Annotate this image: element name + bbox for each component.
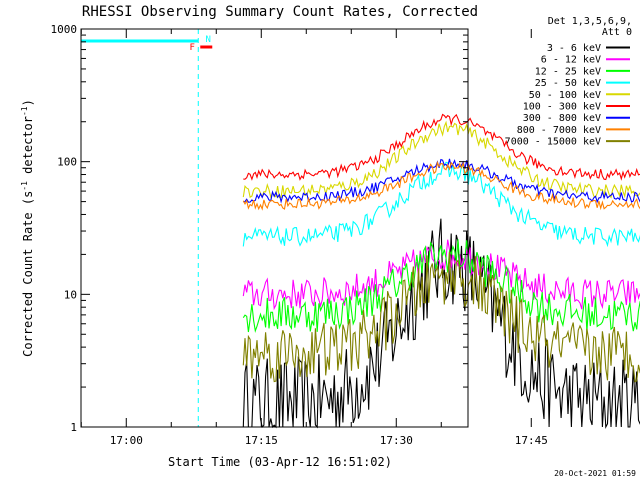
series-line [242,239,640,311]
plot-frame [80,28,469,428]
legend-header-line2: Att 0 [602,27,632,38]
series-line [243,158,640,204]
legend-label: 25 - 50 keV [535,78,601,89]
legend-label: 6 - 12 keV [541,55,601,66]
y-tick-label: 10 [64,288,77,301]
series-line [243,113,640,181]
x-tick-label: 17:30 [380,434,413,447]
legend-label: 3 - 6 keV [547,43,601,54]
series-line [242,161,640,248]
y-tick-label: 100 [57,156,77,169]
flag-label: F [190,43,195,53]
x-tick-label: 17:45 [515,434,548,447]
series-line [242,120,640,199]
series-line [242,218,640,430]
y-axis-label: Corrected Count Rate (s-1 detector-1) [20,99,35,357]
series-line [242,160,640,211]
series-line [242,251,640,383]
chart-title: RHESSI Observing Summary Count Rates, Co… [82,4,478,20]
flag-label: N [206,35,211,45]
axes-layer: 110100100017:0017:1517:3017:4518:0018:15… [51,23,548,447]
legend-label: 800 - 7000 keV [517,125,601,136]
y-tick-label: 1000 [51,23,78,36]
legend-label: 100 - 300 keV [523,102,601,113]
series-line [242,239,640,333]
y-tick-label: 1 [70,421,77,434]
series-layer [242,113,640,430]
x-tick-label: 17:15 [245,434,278,447]
x-axis-label: Start Time (03-Apr-12 16:51:02) [168,455,392,469]
footer-timestamp: 20-Oct-2021 01:59 [554,469,636,478]
legend-label: 12 - 25 keV [535,66,601,77]
legend-label: 7000 - 15000 keV [505,137,601,148]
x-tick-label: 17:00 [110,434,143,447]
legend-label: 50 - 100 keV [529,90,601,101]
legend-header-line1: Det 1,3,5,6,9, [548,16,632,27]
legend-label: 300 - 800 keV [523,113,601,124]
